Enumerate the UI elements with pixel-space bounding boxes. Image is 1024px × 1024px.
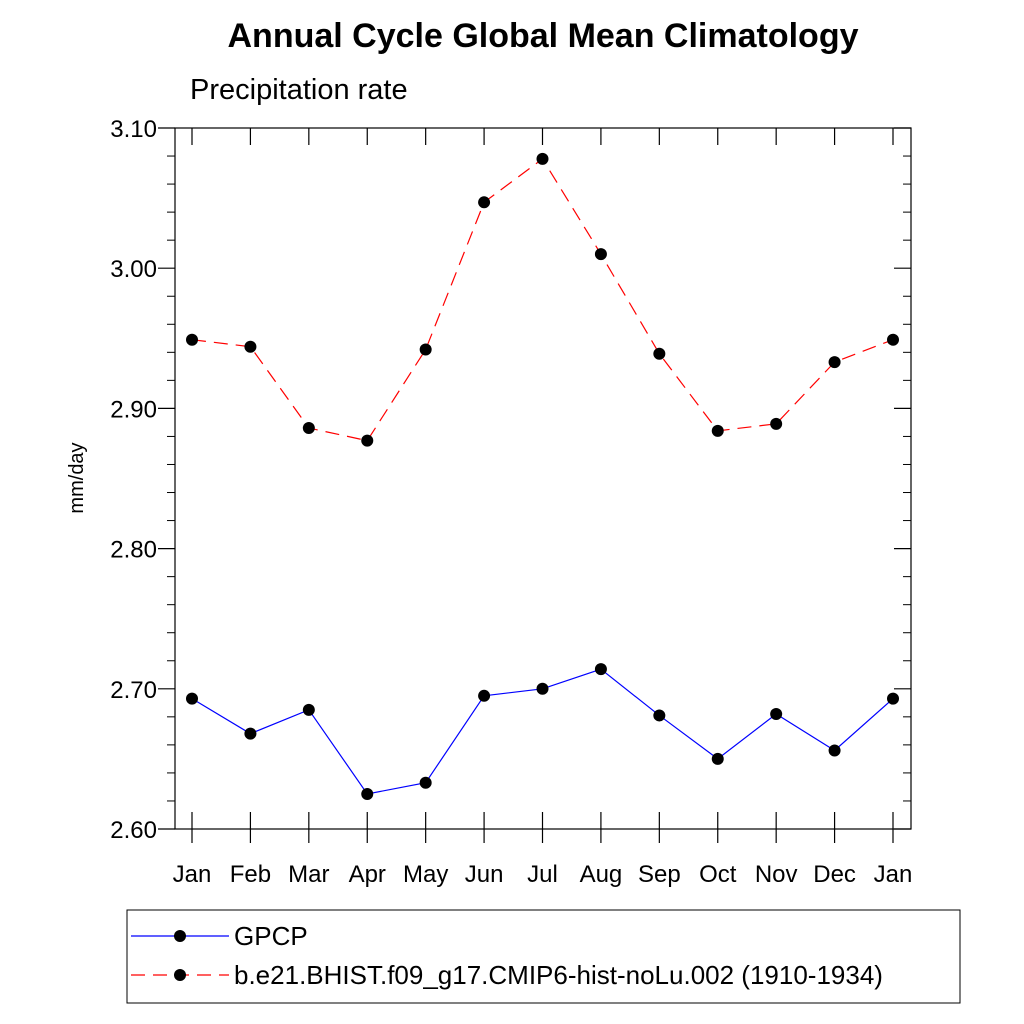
x-tick-label: Sep <box>638 861 681 888</box>
data-point <box>244 727 257 740</box>
x-tick-label: May <box>403 861 448 888</box>
legend: GPCP b.e21.BHIST.f09_g17.CMIP6-hist-noLu.… <box>131 921 883 990</box>
data-point <box>302 703 315 716</box>
x-tick-label: Nov <box>755 861 798 888</box>
x-tick-label: Oct <box>699 861 737 888</box>
x-tick-label: Mar <box>288 861 329 888</box>
data-point <box>186 692 198 705</box>
data-point <box>711 752 724 765</box>
data-point <box>419 776 432 789</box>
data-point <box>478 689 491 702</box>
data-point <box>887 692 899 705</box>
y-tick-label: 3.10 <box>110 116 157 143</box>
x-tick-label: Jul <box>527 861 558 888</box>
data-point <box>536 152 549 165</box>
x-tick-label: Aug <box>580 861 623 888</box>
legend-item-1: b.e21.BHIST.f09_g17.CMIP6-hist-noLu.002 … <box>131 960 883 990</box>
data-point <box>244 340 257 353</box>
y-axis-label: mm/day <box>66 442 88 513</box>
x-tick-label: Jan <box>173 861 212 888</box>
axis-ticks <box>158 127 911 843</box>
chart-title: Annual Cycle Global Mean Climatology <box>228 17 859 55</box>
x-tick-label: Jun <box>465 861 504 888</box>
y-tick-label: 3.00 <box>110 256 157 283</box>
data-point <box>711 424 724 437</box>
x-tick-label: Apr <box>349 861 386 888</box>
data-point <box>594 248 607 261</box>
series-layer <box>186 152 899 800</box>
series-1 <box>186 152 899 447</box>
data-point <box>887 333 899 346</box>
data-point <box>478 196 491 209</box>
data-point <box>828 356 841 369</box>
data-point <box>653 347 666 360</box>
y-tick-label: 2.80 <box>110 537 157 564</box>
legend-box <box>126 909 961 1004</box>
legend-item-0: GPCP <box>131 921 308 951</box>
y-tick-labels: 2.60 2.70 2.80 2.90 3.00 3.10 <box>110 116 157 844</box>
series-0 <box>186 663 899 800</box>
y-tick-label: 2.70 <box>110 677 157 704</box>
x-tick-label: Jan <box>874 861 913 888</box>
y-tick-label: 2.90 <box>110 396 157 423</box>
data-point <box>186 333 198 346</box>
chart-subtitle: Precipitation rate <box>190 74 408 106</box>
data-point <box>536 682 549 695</box>
y-tick-label: 2.60 <box>110 817 157 844</box>
data-point <box>361 787 374 800</box>
data-point <box>828 744 841 757</box>
data-point <box>594 663 607 676</box>
x-tick-label: Dec <box>813 861 856 888</box>
legend-label: b.e21.BHIST.f09_g17.CMIP6-hist-noLu.002 … <box>234 960 883 990</box>
legend-marker <box>174 930 186 942</box>
x-tick-labels: Jan Feb Mar Apr May Jun Jul Aug Sep Oct Nov Dec Jan <box>173 861 913 888</box>
data-point <box>770 417 783 430</box>
data-point <box>302 422 315 435</box>
data-point <box>770 708 783 721</box>
data-point <box>653 709 666 722</box>
data-point <box>361 434 374 447</box>
series-line <box>191 157 894 442</box>
x-tick-label: Feb <box>230 861 271 888</box>
plot-frame <box>174 127 912 830</box>
legend-marker <box>174 969 186 981</box>
legend-label: GPCP <box>234 921 308 951</box>
data-point <box>419 343 432 356</box>
